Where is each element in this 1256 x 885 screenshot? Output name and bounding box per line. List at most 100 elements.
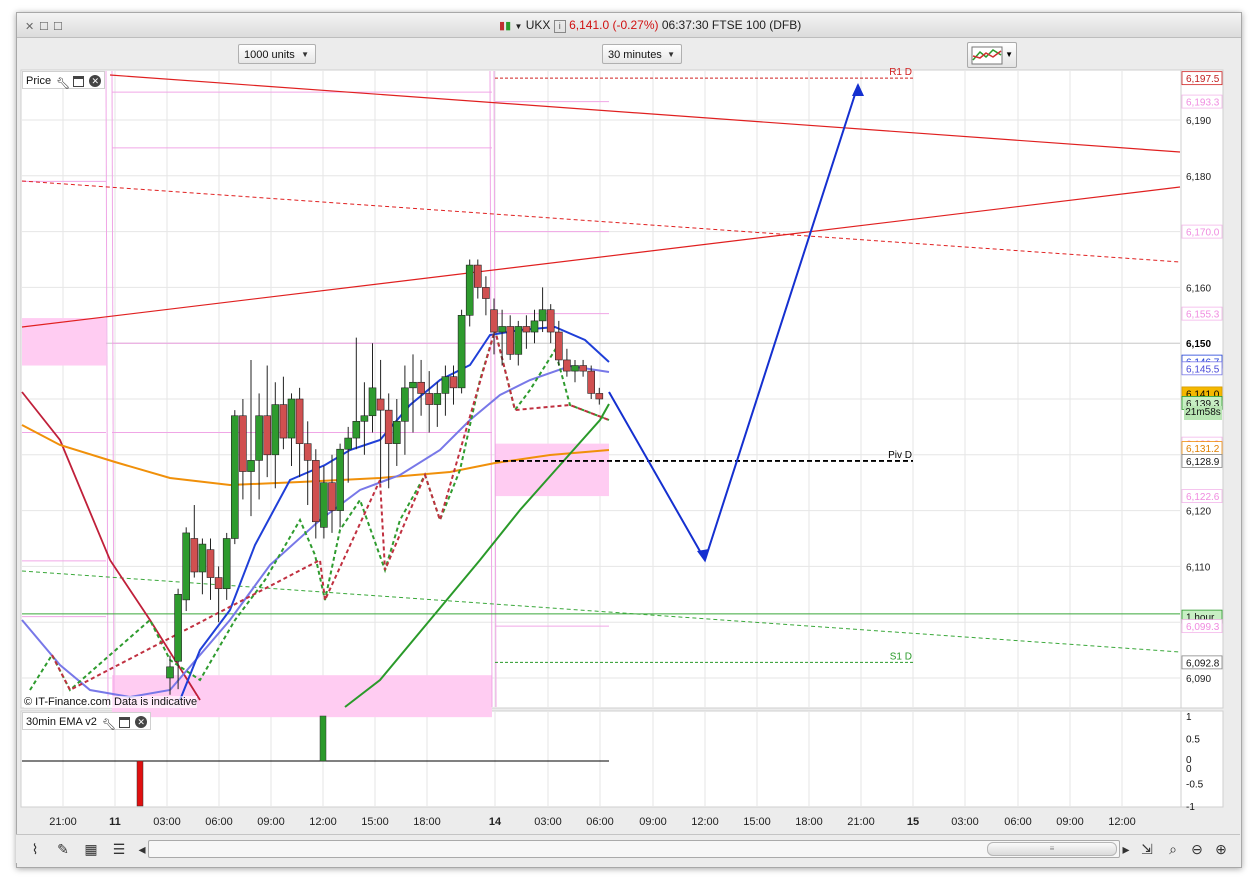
x-tick-label: 03:00 — [951, 816, 979, 828]
candles-icon[interactable]: ▮ — [499, 20, 506, 32]
close-icon[interactable]: ✕ — [135, 716, 148, 729]
x-tick-label: 18:00 — [795, 816, 823, 828]
candle-body — [425, 393, 434, 405]
candle-body — [522, 326, 531, 333]
candle-body — [295, 398, 304, 444]
candle-body — [182, 532, 190, 601]
indicator-y-tick: 0 — [1186, 755, 1192, 766]
indicator-y-tick: -1 — [1186, 802, 1195, 813]
candle-body — [271, 404, 280, 456]
toolbar: 1000 units ▼ 30 minutes ▼ ▼ — [17, 38, 1241, 70]
title-bar: ✕ ☐ ☐ ▮▮ ▼ UKX i 6,141.0 (-0.27%) 06:37:… — [17, 13, 1241, 38]
candle-body — [263, 415, 272, 456]
price-label-box — [1181, 489, 1223, 503]
price-panel-label: Price — [26, 75, 52, 87]
disclaimer: © IT-Finance.com Data is indicative — [24, 696, 198, 708]
auto-scroll-icon[interactable]: ⇲ — [1141, 841, 1153, 857]
candle-body — [546, 309, 555, 333]
candle-body — [198, 543, 207, 573]
candle-body — [482, 287, 490, 299]
units-dropdown[interactable]: 1000 units ▼ — [238, 44, 316, 64]
candle-body — [287, 398, 296, 439]
maximize-window-icon[interactable]: ☐ — [53, 21, 63, 33]
candle-body — [328, 482, 336, 511]
zoom-fit-icon[interactable]: ⌕ — [1169, 841, 1177, 857]
candle-body — [401, 387, 409, 422]
time-axis[interactable] — [21, 808, 1223, 830]
symbol-dropdown-icon[interactable]: ▼ — [514, 22, 523, 31]
candle-body — [563, 359, 571, 372]
price-pane[interactable] — [20, 69, 1182, 709]
window-icon[interactable] — [73, 75, 85, 87]
x-tick-label: 12:00 — [1108, 816, 1136, 828]
close-icon[interactable]: ✕ — [89, 75, 102, 88]
restore-window-icon[interactable]: ☐ — [39, 21, 49, 33]
candle-countdown: 21m58s — [1184, 406, 1222, 420]
candle-body — [166, 666, 174, 679]
zoom-out-icon[interactable]: ⊖ — [1191, 841, 1203, 857]
candle-body — [190, 538, 199, 573]
price-label: 6,155.3 — [1186, 310, 1220, 321]
chart-type-icon[interactable]: ⌇ — [31, 841, 39, 857]
scroll-right-icon[interactable]: ▸ — [1122, 841, 1130, 857]
x-tick-label: 06:00 — [586, 816, 614, 828]
candle-body — [336, 448, 344, 511]
price-label-box — [1181, 361, 1223, 376]
candle-body — [303, 443, 312, 461]
timeframe-dropdown[interactable]: 30 minutes ▼ — [602, 44, 682, 64]
x-tick-label: 21:00 — [847, 816, 875, 828]
candle-body — [352, 421, 361, 439]
price-label-box — [1181, 619, 1223, 634]
symbol[interactable]: UKX — [525, 18, 551, 32]
candle-body — [206, 549, 215, 578]
price-label-box — [1181, 454, 1223, 468]
trend-line — [109, 74, 1181, 153]
price-label-box — [1181, 71, 1223, 86]
price-label: 6,141.0 — [1186, 389, 1220, 400]
zoom-in-icon[interactable]: ⊕ — [1215, 841, 1227, 857]
title-info: ▮▮ ▼ UKX i 6,141.0 (-0.27%) 06:37:30 FTS… — [499, 18, 802, 33]
x-tick-label: 12:00 — [309, 816, 337, 828]
indicator-y-tick: -0.5 — [1186, 780, 1204, 791]
candle-body — [498, 326, 506, 333]
candle-body — [222, 538, 231, 590]
pivot-vline — [105, 70, 109, 708]
price-label-box — [1181, 306, 1223, 321]
ladder-icon[interactable]: ☰ — [112, 841, 126, 857]
indicators-button[interactable]: ▼ — [967, 42, 1017, 68]
calculator-icon[interactable]: ▦ — [84, 841, 98, 857]
drawing-tools-icon[interactable]: ✎ — [57, 841, 69, 857]
candle-body — [465, 264, 474, 316]
pivot-vline — [489, 70, 493, 708]
price-label: 6,092.8 — [1186, 658, 1220, 669]
pivot-vline — [111, 70, 115, 708]
daily-level-label: R1 D — [889, 67, 912, 78]
wrench-icon[interactable]: 🔧︎ — [56, 78, 71, 91]
indicator-panel-label: 30min EMA v2 — [26, 716, 97, 728]
candle-body — [320, 482, 328, 528]
close-window-icon[interactable]: ✕ — [25, 21, 35, 33]
time-scrollbar[interactable]: ≡ — [148, 840, 1120, 858]
candle-body — [530, 320, 539, 333]
wrench-icon[interactable]: 🔧︎ — [101, 719, 116, 732]
daily-level-label: S1 D — [890, 651, 912, 662]
x-tick-label: 15:00 — [743, 816, 771, 828]
candle-body — [571, 365, 579, 372]
x-tick-label: 06:00 — [1004, 816, 1032, 828]
candle-body — [214, 577, 223, 590]
candle-body — [344, 437, 353, 450]
window-icon[interactable] — [119, 716, 131, 728]
price-label-box — [1181, 94, 1223, 109]
trend-line-dashed — [21, 180, 1181, 263]
info-icon[interactable]: i — [553, 20, 566, 33]
scroll-left-icon[interactable]: ◂ — [138, 841, 146, 857]
pivot-vline — [493, 70, 497, 708]
price-label: 6,139.3 — [1186, 399, 1220, 410]
scrollbar-thumb[interactable]: ≡ — [987, 842, 1117, 856]
y-tick-label: 6,090 — [1186, 674, 1211, 685]
indicator-pane[interactable] — [20, 710, 1182, 808]
x-tick-label: 03:00 — [153, 816, 181, 828]
x-tick-label: 09:00 — [257, 816, 285, 828]
candle-body — [279, 404, 288, 439]
